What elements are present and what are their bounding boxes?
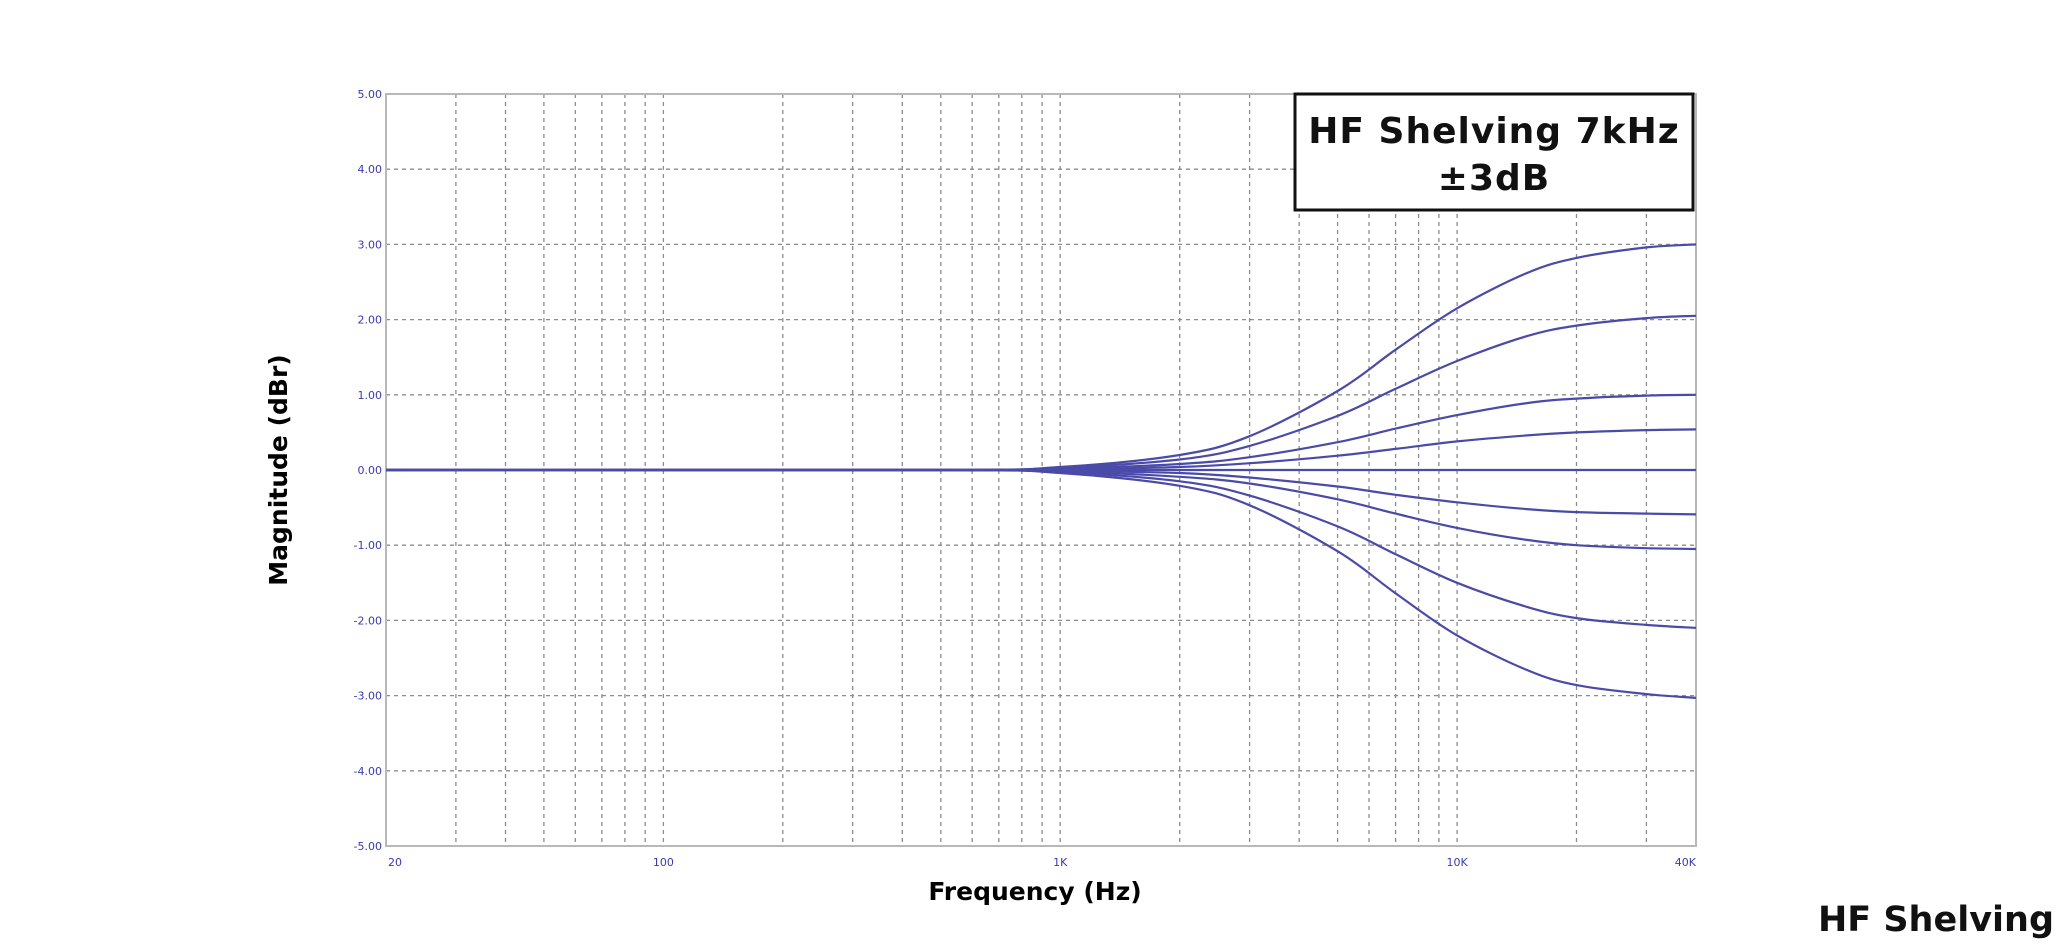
footer-title: HF Shelving	[1818, 900, 2054, 940]
y-axis-label: Magnitude (dBr)	[264, 354, 293, 585]
series-line	[386, 470, 1696, 698]
y-tick-label: -5.00	[354, 840, 382, 853]
series-line	[386, 244, 1696, 470]
annotation-line-2: ±3dB	[1438, 158, 1550, 199]
y-tick-label: 4.00	[358, 163, 383, 176]
y-tick-label: -1.00	[354, 539, 382, 552]
y-tick-label: -4.00	[354, 765, 382, 778]
y-tick-labels: 5.00 4.00 3.00 2.00 1.00 0.00 -1.00 -2.00 -3.00 -…	[354, 88, 382, 853]
series-line	[386, 395, 1696, 470]
y-tick-label: -2.00	[354, 614, 382, 627]
y-tick-label: 1.00	[358, 389, 383, 402]
x-tick-labels: 20 100 1K 10K 40K	[388, 856, 1697, 869]
y-tick-label: 3.00	[358, 238, 383, 251]
y-tick-label: 0.00	[358, 464, 383, 477]
series-line	[386, 470, 1696, 549]
series-line	[386, 429, 1696, 470]
x-axis-label: Frequency (Hz)	[928, 877, 1141, 906]
y-tick-label: -3.00	[354, 690, 382, 703]
x-tick-label: 20	[388, 856, 402, 869]
annotation-box: HF Shelving 7kHz ±3dB	[1295, 94, 1693, 210]
x-tick-label: 100	[653, 856, 674, 869]
series-line	[386, 470, 1696, 628]
series-line	[386, 470, 1696, 514]
series-lines	[386, 244, 1696, 698]
y-tick-label: 2.00	[358, 314, 383, 327]
annotation-line-1: HF Shelving 7kHz	[1308, 111, 1679, 152]
series-line	[386, 316, 1696, 470]
x-tick-label: 10K	[1446, 856, 1468, 869]
y-tick-label: 5.00	[358, 88, 383, 101]
x-tick-label: 1K	[1053, 856, 1068, 869]
x-tick-label: 40K	[1675, 856, 1697, 869]
